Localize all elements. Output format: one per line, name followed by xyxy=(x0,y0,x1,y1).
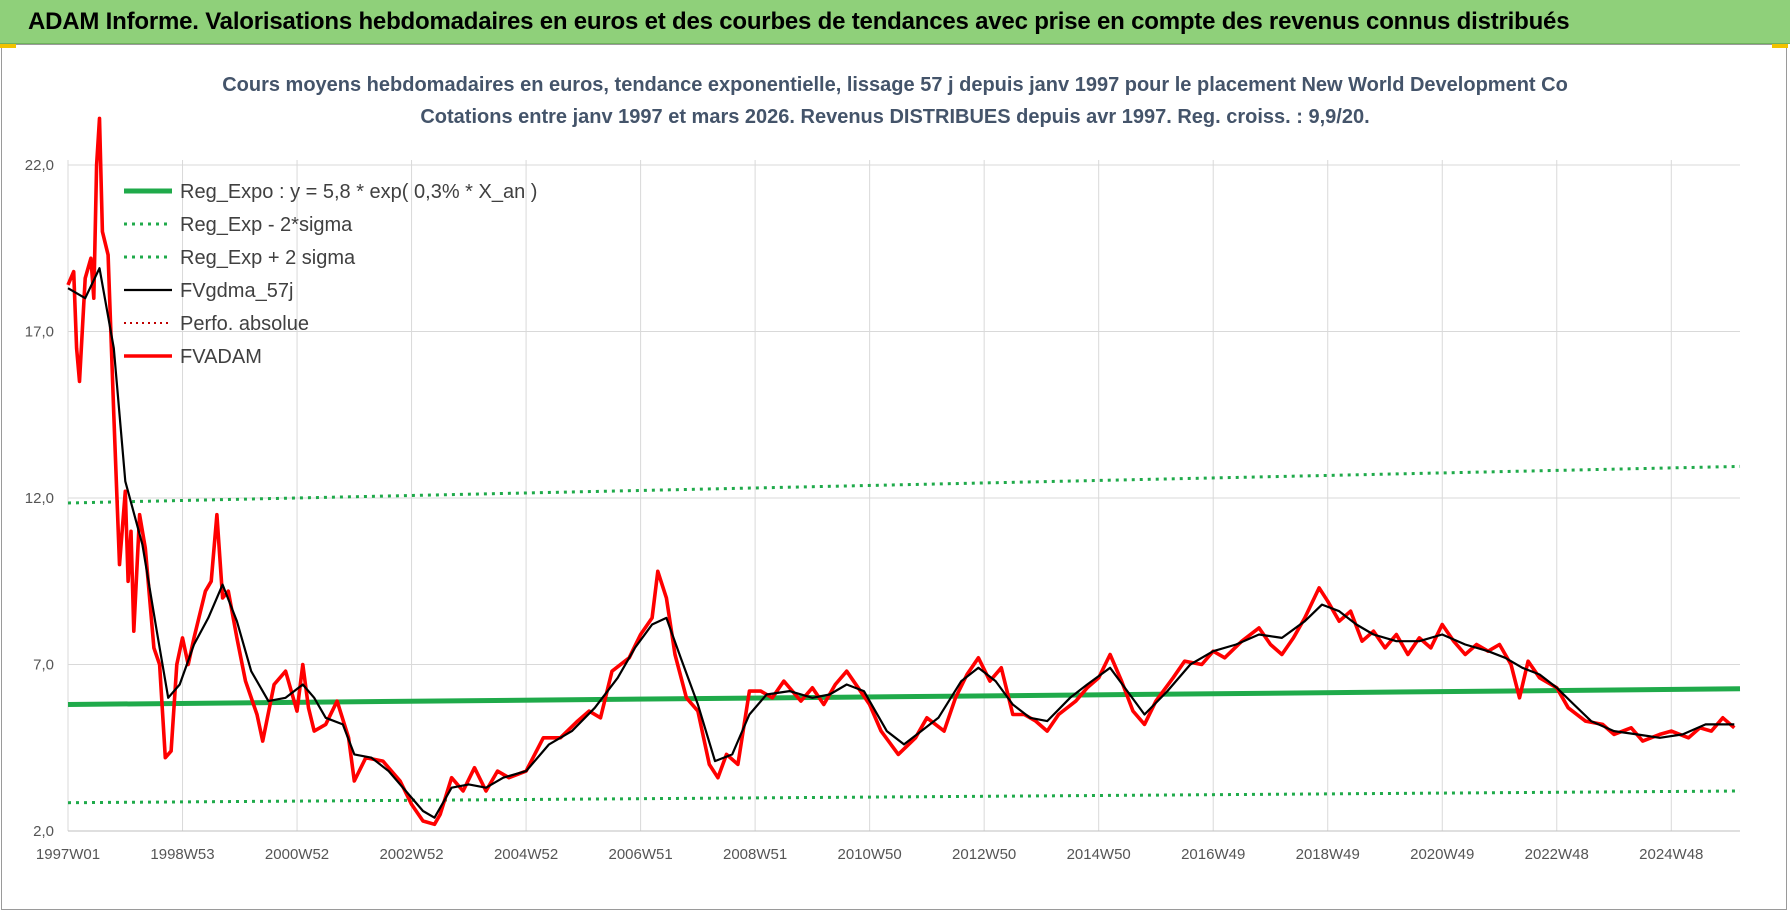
legend-label: FVgdma_57j xyxy=(180,280,293,302)
legend-label: Reg_Exp + 2 sigma xyxy=(180,247,356,269)
x-tick-label: 2000W52 xyxy=(265,846,329,863)
series-line-fvadam xyxy=(66,116,1736,827)
x-tick-label: 2014W50 xyxy=(1067,846,1131,863)
legend-label: Reg_Exp - 2*sigma xyxy=(180,214,353,236)
header-banner: ADAM Informe. Valorisations hebdomadaire… xyxy=(0,0,1790,44)
x-tick-label: 2020W49 xyxy=(1410,846,1474,863)
axis-layer: 22,0 17,0 12,0 7,0 2,0 1997W01 1998W53 2000W52 2… xyxy=(25,157,1740,863)
x-tick-label: 2012W50 xyxy=(952,846,1016,863)
legend-label: Perfo. absolue xyxy=(180,313,309,335)
corner-mark-left xyxy=(0,44,16,48)
x-tick-label: 2018W49 xyxy=(1296,846,1360,863)
y-tick-label: 7,0 xyxy=(33,657,54,674)
header-title: ADAM Informe. Valorisations hebdomadaire… xyxy=(28,8,1570,35)
x-tick-label: 2010W50 xyxy=(838,846,902,863)
legend-layer: Reg_Expo : y = 5,8 * exp( 0,3% * X_an ) R… xyxy=(124,181,537,368)
series-layer xyxy=(66,116,1741,827)
y-tick-label: 17,0 xyxy=(25,324,54,341)
legend-label: Reg_Expo : y = 5,8 * exp( 0,3% * X_an ) xyxy=(180,181,537,203)
y-tick-label: 22,0 xyxy=(25,157,54,174)
x-tick-label: 2024W48 xyxy=(1639,846,1703,863)
series-line-fvgdma-57j xyxy=(67,267,1735,819)
chart-subtitle: Cotations entre janv 1997 et mars 2026. … xyxy=(420,106,1370,128)
series-line-reg-expo-y-5-8-exp-0-3-x-an xyxy=(67,686,1741,707)
y-tick-label: 2,0 xyxy=(33,823,54,840)
x-tick-label: 2004W52 xyxy=(494,846,558,863)
x-tick-label: 1997W01 xyxy=(36,846,100,863)
x-tick-label: 2002W52 xyxy=(379,846,443,863)
chart-frame xyxy=(1,44,1787,910)
x-tick-label: 2006W51 xyxy=(608,846,672,863)
y-tick-label: 12,0 xyxy=(25,490,54,507)
series-line-reg-exp-2-sigma xyxy=(67,789,1741,805)
x-tick-label: 2016W49 xyxy=(1181,846,1245,863)
x-tick-label: 2022W48 xyxy=(1525,846,1589,863)
corner-mark-right xyxy=(1772,44,1788,48)
x-tick-label: 1998W53 xyxy=(150,846,214,863)
chart-title: Cours moyens hebdomadaires en euros, ten… xyxy=(222,74,1568,96)
x-tick-label: 2008W51 xyxy=(723,846,787,863)
legend-label: FVADAM xyxy=(180,346,262,368)
series-line-reg-exp-2-sigma xyxy=(67,464,1741,505)
